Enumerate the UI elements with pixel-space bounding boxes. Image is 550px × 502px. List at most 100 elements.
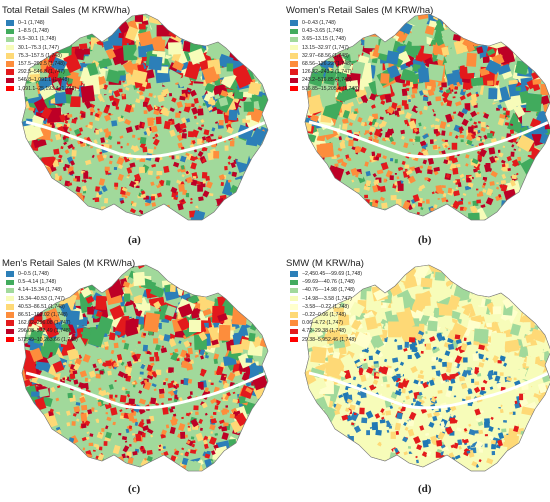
legend-label: 4.14–15.34 (1,748)	[18, 287, 62, 294]
map-legend: 0–1 (1,748) 1–8.5 (1,748) 8.5–30.1 (1,748)…	[6, 19, 76, 93]
legend-label: 1–8.5 (1,748)	[18, 28, 49, 35]
choropleth-map	[304, 13, 550, 221]
legend-label: 0.5–4.14 (1,748)	[18, 279, 57, 286]
legend-swatch	[290, 336, 298, 343]
panel-title: SMW (M KRW/ha)	[286, 258, 364, 269]
legend-label: 157.5–292.5 (1,748)	[18, 60, 65, 67]
legend-label: −14.98–−3.58 (1,747)	[302, 295, 352, 302]
legend-swatch	[6, 312, 14, 318]
legend-entry: 0.06–4.72 (1,747)	[290, 319, 362, 327]
legend-entry: 292.5–546.8 (1,747)	[6, 68, 76, 76]
legend-swatch	[6, 77, 14, 84]
panel-total-retail-sales: Total Retail Sales (M KRW/ha) 0–1 (1,748…	[0, 0, 275, 251]
legend-label: 162.02–296.08 (1,747)	[18, 320, 71, 327]
legend-swatch	[6, 53, 14, 59]
legend-swatch	[290, 69, 298, 75]
legend-label: 29.38–5,952.46 (1,748)	[302, 336, 356, 343]
legend-swatch	[6, 69, 14, 75]
legend-entry: −0.22–0.06 (1,748)	[290, 311, 362, 319]
legend-entry: 86.51–162.02 (1,748)	[6, 311, 78, 319]
legend-entry: 13.15–32.97 (1,747)	[290, 44, 359, 52]
legend-swatch	[6, 336, 14, 343]
legend-label: 0–1 (1,748)	[18, 20, 45, 26]
legend-swatch	[6, 320, 14, 326]
legend-label: 292.5–546.8 (1,747)	[18, 69, 65, 76]
legend-entry: 162.02–296.08 (1,747)	[6, 319, 78, 327]
legend-label: 0–0.5 (1,748)	[18, 271, 49, 277]
legend-swatch	[6, 328, 14, 335]
legend-entry: 243.2–516.85 (1,748)	[290, 76, 359, 84]
legend-swatch	[6, 20, 14, 26]
legend-swatch	[6, 271, 14, 277]
legend-entry: −99.69–−40.76 (1,748)	[290, 278, 362, 286]
legend-entry: 30.1–75.3 (1,747)	[6, 44, 76, 52]
legend-entry: 29.38–5,952.46 (1,748)	[290, 336, 362, 344]
panel-label: (d)	[418, 483, 432, 495]
legend-entry: 546.8–1,091.1 (1,748)	[6, 76, 76, 84]
legend-entry: 68.56–126.22 (1,748)	[290, 60, 359, 68]
legend-label: 30.1–75.3 (1,747)	[18, 44, 59, 51]
legend-label: 572.49–10,263.66 (1,748)	[18, 336, 78, 343]
map-legend: −2,450.45–−99.69 (1,748) −99.69–−40.76 (1…	[290, 270, 362, 344]
legend-entry: −3.58–−0.22 (1,748)	[290, 303, 362, 311]
legend-label: 4.72–29.38 (1,748)	[302, 328, 346, 335]
legend-swatch	[290, 77, 298, 84]
legend-entry: 0–0.5 (1,748)	[6, 270, 78, 278]
panel-title: Women’s Retail Sales (M KRW/ha)	[286, 5, 434, 16]
legend-entry: 1–8.5 (1,748)	[6, 27, 76, 35]
legend-label: −3.58–−0.22 (1,748)	[302, 303, 350, 310]
legend-swatch	[290, 271, 298, 277]
map-legend: 0–0.43 (1,748) 0.43–3.65 (1,748) 3.65–13.1…	[290, 19, 359, 93]
legend-label: 75.3–157.5 (1,748)	[18, 52, 62, 59]
legend-entry: 1,091.1–25,193.4 (1,748)	[6, 85, 76, 93]
legend-label: 0–0.43 (1,748)	[302, 20, 336, 26]
legend-swatch	[290, 295, 298, 302]
legend-swatch	[6, 287, 14, 294]
legend-swatch	[6, 61, 14, 67]
legend-label: 0.06–4.72 (1,747)	[302, 320, 343, 327]
legend-entry: 0.5–4.14 (1,748)	[6, 278, 78, 286]
legend-swatch	[290, 61, 298, 67]
panel-womens-retail-sales: Women’s Retail Sales (M KRW/ha) 0–0.43 (…	[275, 0, 550, 251]
legend-swatch	[6, 28, 14, 35]
legend-swatch	[290, 53, 298, 59]
legend-label: 1,091.1–25,193.4 (1,748)	[18, 85, 77, 92]
legend-entry: 157.5–292.5 (1,748)	[6, 60, 76, 68]
legend-swatch	[6, 304, 14, 310]
legend-label: 8.5–30.1 (1,748)	[18, 36, 57, 43]
legend-label: 13.15–32.97 (1,747)	[302, 44, 349, 51]
legend-label: 0.43–3.65 (1,748)	[302, 28, 343, 35]
legend-swatch	[6, 36, 14, 43]
legend-entry: 0–1 (1,748)	[6, 19, 76, 27]
legend-label: −99.69–−40.76 (1,748)	[302, 279, 355, 286]
legend-swatch	[290, 287, 298, 294]
panel-label: (c)	[128, 483, 141, 495]
legend-label: 15.34–40.53 (1,747)	[18, 295, 65, 302]
legend-entry: 40.53–86.51 (1,748)	[6, 303, 78, 311]
legend-swatch	[290, 320, 298, 326]
map-legend: 0–0.5 (1,748) 0.5–4.14 (1,748) 4.14–15.34 …	[6, 270, 78, 344]
legend-entry: 4.14–15.34 (1,748)	[6, 286, 78, 294]
legend-swatch	[290, 20, 298, 26]
legend-swatch	[290, 36, 298, 43]
legend-entry: −14.98–−3.58 (1,747)	[290, 295, 362, 303]
legend-label: 3.65–13.15 (1,748)	[302, 36, 346, 43]
legend-label: 296.08–572.49 (1,748)	[18, 328, 71, 335]
legend-entry: 8.5–30.1 (1,748)	[6, 35, 76, 43]
legend-swatch	[290, 304, 298, 310]
legend-swatch	[6, 85, 14, 92]
legend-label: 40.53–86.51 (1,748)	[18, 303, 65, 310]
legend-label: −40.76–−14.98 (1,748)	[302, 287, 355, 294]
legend-entry: −40.76–−14.98 (1,748)	[290, 286, 362, 294]
legend-label: −0.22–0.06 (1,748)	[302, 311, 346, 318]
legend-label: 243.2–516.85 (1,748)	[302, 77, 352, 84]
legend-entry: 0.43–3.65 (1,748)	[290, 27, 359, 35]
choropleth-map	[21, 13, 269, 221]
legend-entry: 4.72–29.38 (1,748)	[290, 327, 362, 335]
legend-entry: 572.49–10,263.66 (1,748)	[6, 336, 78, 344]
panel-label: (a)	[128, 234, 141, 246]
panel-smw: SMW (M KRW/ha) −2,450.45–−99.69 (1,748) −…	[275, 251, 550, 502]
choropleth-map	[21, 264, 269, 472]
legend-label: 32.97–68.56 (1,748)	[302, 52, 349, 59]
legend-swatch	[290, 312, 298, 318]
